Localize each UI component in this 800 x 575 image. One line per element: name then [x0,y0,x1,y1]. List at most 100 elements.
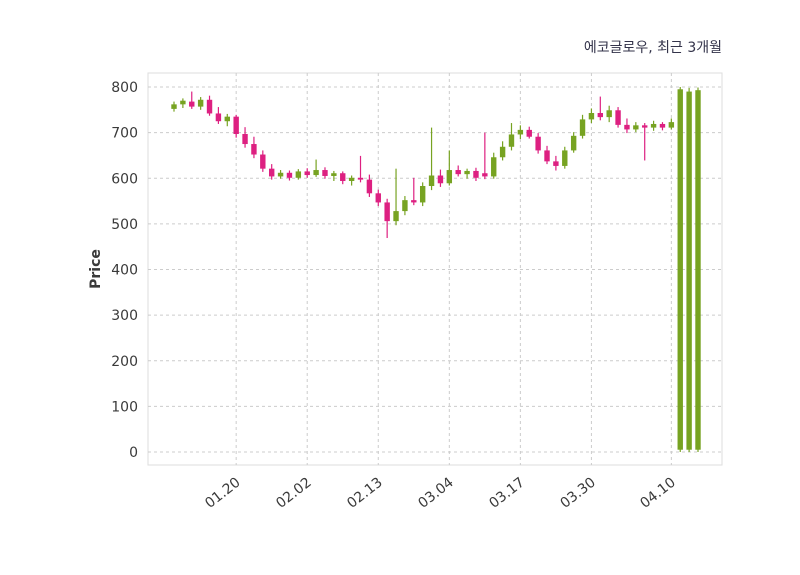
x-tick-label: 03.17 [486,475,527,512]
candle-series [171,87,701,452]
candle-body [437,175,444,184]
chart-title: 에코글로우, 최근 3개월 [584,40,722,56]
y-axis-label: Price [88,249,104,289]
candle [197,97,204,110]
candle [473,167,479,181]
candle-body [260,154,266,169]
candle [446,150,453,186]
candle [526,126,532,139]
candle [482,132,488,180]
candle-body [331,173,337,176]
candle [686,87,692,452]
candle [659,122,666,131]
candle-body [242,133,248,145]
candle-body [633,125,639,130]
candle-body [650,123,657,128]
candle [419,182,426,207]
candle [215,107,222,124]
candle-body [473,170,479,178]
candle-body [215,113,222,122]
candle [642,123,648,161]
candle-body [624,124,630,130]
candle [384,198,390,239]
candle-body [304,171,310,176]
candle-body [171,104,177,109]
candle [251,136,257,159]
candle [171,101,177,112]
candle-body [455,170,461,175]
candle [189,91,195,109]
candle-body [268,168,275,177]
candle [295,169,302,180]
x-tick-label: 02.13 [344,475,385,512]
candle [304,168,310,178]
candle-body [695,90,701,450]
candle [277,170,284,179]
candle-body [402,200,408,212]
candle [348,175,355,186]
candle [695,87,701,452]
candle [331,170,337,181]
candle-body [535,136,541,151]
y-tick-label: 600 [111,171,138,187]
candle [206,95,213,116]
candle-body [464,170,470,175]
candle [437,169,444,187]
candle-body [233,116,239,134]
y-tick-label: 400 [111,263,138,279]
y-axis-tick-labels: 0 100 200 300 400 500 600 700 800 [111,80,138,461]
candle-body [499,146,506,158]
candle-body [491,157,497,177]
candle [268,164,275,180]
candle [606,105,612,123]
candle-body [384,202,390,222]
candle-body [553,161,559,166]
candle-body [357,177,364,180]
x-tick-label: 02.02 [273,475,314,512]
candle-body [313,170,319,176]
candle [357,155,364,183]
y-tick-label: 200 [111,354,138,370]
candle [650,120,657,131]
candle [464,168,470,179]
candle-body [322,170,328,176]
x-tick-label: 03.04 [415,474,457,511]
candle [260,150,266,172]
candle-body [686,91,692,450]
candle [224,113,230,127]
candle-body [562,150,568,166]
candle [428,127,435,191]
candle [508,123,515,151]
candle [366,174,373,197]
y-tick-label: 500 [111,217,138,233]
candle-body [348,177,355,181]
candle-body [189,101,195,107]
candle-body [366,179,373,194]
candle-body [295,171,302,178]
candle [544,145,550,165]
candle [411,177,417,206]
candle-body [606,110,612,118]
candle [624,118,630,134]
y-tick-label: 0 [129,445,138,461]
candle-body [508,134,515,147]
candle-body [393,211,399,222]
candle [535,133,541,154]
candle-body [206,99,213,114]
candle [579,114,586,139]
candle-body [340,173,346,181]
candle [402,196,408,216]
candle [180,98,186,108]
candle [455,165,461,177]
candle [313,159,319,177]
candle-body [224,116,230,122]
candle [588,108,595,124]
candle [286,170,293,181]
candle [499,141,506,161]
candle-body [482,173,488,177]
candle-body [642,125,648,128]
candle [322,167,328,179]
x-axis-tick-labels: 01.20 02.02 02.13 03.04 03.17 03.30 04.10 [202,474,679,511]
